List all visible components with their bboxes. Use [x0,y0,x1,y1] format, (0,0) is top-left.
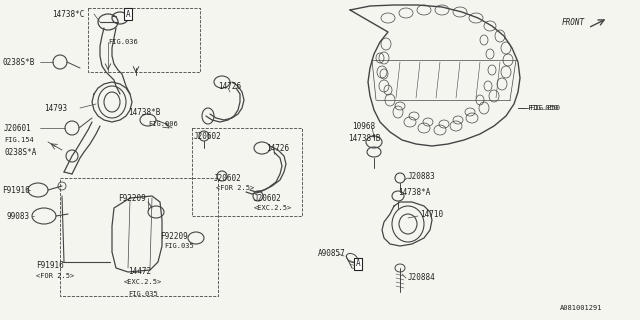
Text: 0238S*A: 0238S*A [4,148,36,156]
Text: 14793: 14793 [44,103,67,113]
Text: J20602: J20602 [194,132,221,140]
Text: 10968: 10968 [352,122,375,131]
Text: A: A [356,260,360,268]
Text: A081001291: A081001291 [560,305,602,311]
Text: 14710: 14710 [420,210,443,219]
Text: 14738*A: 14738*A [398,188,430,196]
Text: —FIG.050: —FIG.050 [526,105,560,111]
Text: <FOR 2.5>: <FOR 2.5> [36,273,74,279]
Text: 14738*B: 14738*B [128,108,161,116]
Text: J20601: J20601 [4,124,32,132]
Text: F91916: F91916 [36,261,64,270]
Text: F92209: F92209 [160,231,188,241]
Text: FIG.035: FIG.035 [128,291,157,297]
Text: F92209: F92209 [118,194,146,203]
Text: <EXC.2.5>: <EXC.2.5> [124,279,163,285]
Text: FRONT: FRONT [562,18,585,27]
Text: 99083: 99083 [6,212,29,220]
Text: J20883: J20883 [408,172,436,180]
Text: J20884: J20884 [408,274,436,283]
Text: 14726: 14726 [266,143,289,153]
Text: F91916: F91916 [2,186,29,195]
Text: 14726: 14726 [218,82,241,91]
Text: FIG.006: FIG.006 [148,121,178,127]
Text: J20602: J20602 [254,194,282,203]
Text: <FOR 2.5>: <FOR 2.5> [216,185,254,191]
Text: A90857: A90857 [318,250,346,259]
Text: FIG.036: FIG.036 [108,39,138,45]
Text: 14738*B: 14738*B [348,133,380,142]
Text: J20602: J20602 [214,173,242,182]
Text: 14738*C: 14738*C [52,10,84,19]
Text: 14472: 14472 [128,268,151,276]
Text: A: A [125,10,131,19]
Text: —FIG.050: —FIG.050 [524,105,558,111]
Text: <EXC.2.5>: <EXC.2.5> [254,205,292,211]
Text: 0238S*B: 0238S*B [2,58,35,67]
Text: FIG.035: FIG.035 [164,243,194,249]
Text: FIG.154: FIG.154 [4,137,34,143]
